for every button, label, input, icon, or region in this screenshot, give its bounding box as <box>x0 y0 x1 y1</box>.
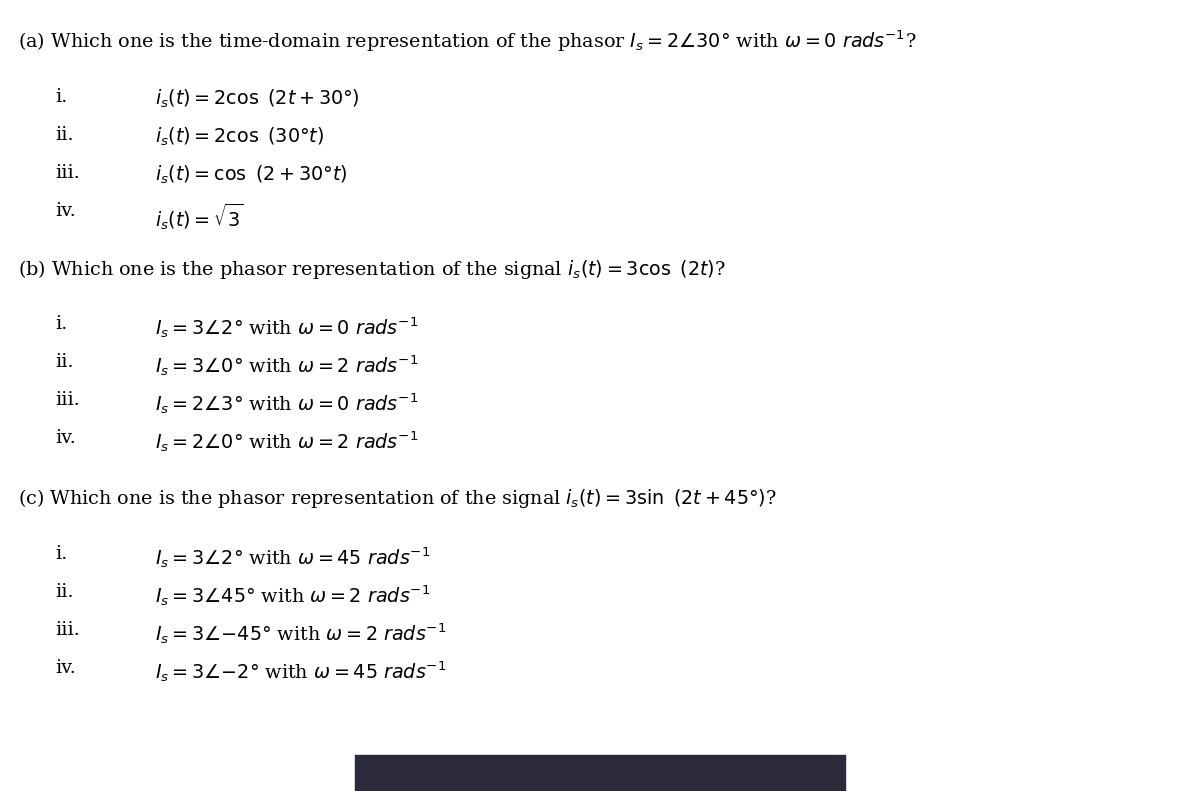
Text: $i_s(t) = \cos\ (2 + 30°t)$: $i_s(t) = \cos\ (2 + 30°t)$ <box>155 164 348 187</box>
Text: $I_s = 3\angle{-45°}$ with $\omega = 2\ rads^{-1}$: $I_s = 3\angle{-45°}$ with $\omega = 2\ … <box>155 621 446 645</box>
Text: $I_s = 3\angle2°$ with $\omega = 45\ rads^{-1}$: $I_s = 3\angle2°$ with $\omega = 45\ rad… <box>155 545 431 570</box>
Text: $I_s = 3\angle45°$ with $\omega = 2\ rads^{-1}$: $I_s = 3\angle45°$ with $\omega = 2\ rad… <box>155 583 431 607</box>
Text: $i_s(t) = 2\cos\ (30°t)$: $i_s(t) = 2\cos\ (30°t)$ <box>155 126 324 148</box>
Text: (a) Which one is the time-domain representation of the phasor $I_s = 2\angle30°$: (a) Which one is the time-domain represe… <box>18 28 917 54</box>
Text: i.: i. <box>55 545 67 563</box>
Text: $I_s = 3\angle{-2°}$ with $\omega = 45\ rads^{-1}$: $I_s = 3\angle{-2°}$ with $\omega = 45\ … <box>155 659 446 683</box>
Text: ii.: ii. <box>55 126 73 144</box>
Text: iii.: iii. <box>55 164 79 182</box>
Bar <box>355 755 845 791</box>
Text: $i_s(t) = \sqrt{3}$: $i_s(t) = \sqrt{3}$ <box>155 202 244 233</box>
Text: $I_s = 2\angle3°$ with $\omega = 0\ rads^{-1}$: $I_s = 2\angle3°$ with $\omega = 0\ rads… <box>155 391 419 416</box>
Text: iii.: iii. <box>55 391 79 409</box>
Text: iv.: iv. <box>55 202 76 220</box>
Text: ii.: ii. <box>55 353 73 371</box>
Text: (c) Which one is the phasor representation of the signal $i_s(t) = 3\sin\ (2t + : (c) Which one is the phasor representati… <box>18 487 776 510</box>
Text: i.: i. <box>55 315 67 333</box>
Text: (b) Which one is the phasor representation of the signal $i_s(t) = 3\cos\ (2t)$?: (b) Which one is the phasor representati… <box>18 258 726 281</box>
Text: i.: i. <box>55 88 67 106</box>
Text: iii.: iii. <box>55 621 79 639</box>
Text: $i_s(t) = 2\cos\ (2t + 30°)$: $i_s(t) = 2\cos\ (2t + 30°)$ <box>155 88 360 110</box>
Text: $I_s = 2\angle0°$ with $\omega = 2\ rads^{-1}$: $I_s = 2\angle0°$ with $\omega = 2\ rads… <box>155 429 419 454</box>
Text: $I_s = 3\angle2°$ with $\omega = 0\ rads^{-1}$: $I_s = 3\angle2°$ with $\omega = 0\ rads… <box>155 315 419 340</box>
Text: $I_s = 3\angle0°$ with $\omega = 2\ rads^{-1}$: $I_s = 3\angle0°$ with $\omega = 2\ rads… <box>155 353 419 378</box>
Text: iv.: iv. <box>55 429 76 447</box>
Text: ii.: ii. <box>55 583 73 601</box>
Text: iv.: iv. <box>55 659 76 677</box>
